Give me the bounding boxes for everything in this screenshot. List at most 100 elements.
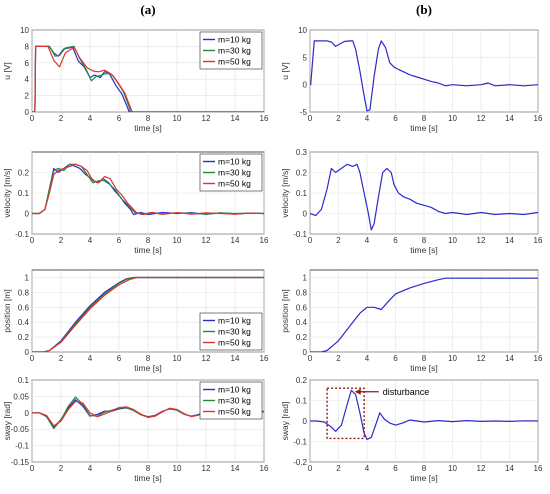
x-tick-label: 10 <box>173 464 182 473</box>
x-tick-label: 6 <box>117 354 122 363</box>
x-tick-label: 16 <box>534 464 543 473</box>
x-tick-label: 4 <box>88 236 93 245</box>
x-tick-label: 4 <box>365 354 370 363</box>
x-tick-label: 8 <box>146 464 151 473</box>
legend-entry: m=10 kg <box>218 35 251 45</box>
x-tick-label: 6 <box>117 114 122 123</box>
x-axis-label: time [s] <box>134 245 161 255</box>
x-tick-label: 16 <box>534 114 543 123</box>
legend-entry: m=10 kg <box>218 385 251 395</box>
x-tick-label: 8 <box>146 354 151 363</box>
x-tick-label: 10 <box>448 114 457 123</box>
x-tick-label: 14 <box>505 464 514 473</box>
x-axis-label: time [s] <box>134 473 161 483</box>
x-axis-label: time [s] <box>410 123 437 133</box>
y-tick-label: -0.2 <box>293 458 307 467</box>
legend-entry: m=30 kg <box>218 396 251 406</box>
series-line-trace <box>310 277 538 352</box>
x-tick-label: 10 <box>448 464 457 473</box>
series-line-m-50-kg <box>32 45 264 112</box>
x-tick-label: 8 <box>146 236 151 245</box>
chart-a3: 0 2 4 6 8 10 12 14 16 0 0.2 0.4 0.6 0.8 1 time [s] posit… <box>2 269 269 373</box>
x-tick-label: 8 <box>422 236 427 245</box>
y-tick-label: -0.05 <box>11 425 30 434</box>
y-axis-label: velocity [m/s] <box>280 168 290 217</box>
y-axis-label: sway [rad] <box>2 402 12 441</box>
y-tick-label: 0.2 <box>18 333 30 342</box>
annotation-arrow-head <box>354 388 361 395</box>
y-tick-label: 0.1 <box>18 376 30 385</box>
x-tick-label: 12 <box>477 464 486 473</box>
x-tick-label: 14 <box>231 236 240 245</box>
chart-a1: 0 2 4 6 8 10 12 14 16 0 2 4 6 8 10 time [s] u [V] m=10 kg… <box>2 26 269 133</box>
y-tick-label: 0.1 <box>296 397 308 406</box>
y-tick-label: 0.2 <box>18 169 30 178</box>
legend-entry: m=50 kg <box>218 407 251 417</box>
x-tick-label: 10 <box>448 354 457 363</box>
x-tick-label: 0 <box>308 236 313 245</box>
x-tick-label: 8 <box>422 114 427 123</box>
y-tick-label: 0 <box>303 81 308 90</box>
y-tick-label: 0.2 <box>296 333 308 342</box>
x-tick-label: 14 <box>505 236 514 245</box>
y-tick-label: 1 <box>303 273 308 282</box>
chart-b3: 0 2 4 6 8 10 12 14 16 0 0.2 0.4 0.6 0.8 1 time [s] posit… <box>280 269 543 373</box>
x-tick-label: 16 <box>260 354 269 363</box>
x-tick-label: 12 <box>477 236 486 245</box>
y-tick-label: 0.2 <box>296 169 308 178</box>
x-tick-label: 2 <box>336 236 341 245</box>
x-tick-label: 0 <box>30 114 35 123</box>
y-tick-label: 0.2 <box>296 376 308 385</box>
legend-entry: m=10 kg <box>218 157 251 167</box>
x-tick-label: 8 <box>422 464 427 473</box>
x-tick-label: 10 <box>173 354 182 363</box>
y-tick-label: 0 <box>303 348 308 357</box>
legend-entry: m=30 kg <box>218 168 251 178</box>
legend: m=10 kgm=30 kgm=50 kg <box>199 381 263 420</box>
x-tick-label: 2 <box>336 114 341 123</box>
y-tick-label: -0.1 <box>293 230 307 239</box>
x-tick-label: 12 <box>202 114 211 123</box>
y-axis-label: sway [rad] <box>280 402 290 441</box>
y-axis-label: position [m] <box>280 289 290 332</box>
x-tick-label: 4 <box>365 236 370 245</box>
x-tick-label: 4 <box>365 114 370 123</box>
x-tick-label: 0 <box>308 354 313 363</box>
x-tick-label: 8 <box>422 354 427 363</box>
x-tick-label: 14 <box>505 354 514 363</box>
x-tick-label: 6 <box>393 354 398 363</box>
y-tick-label: 0.6 <box>296 303 308 312</box>
x-axis-label: time [s] <box>410 245 437 255</box>
y-tick-label: 0.6 <box>18 303 30 312</box>
y-tick-label: 5 <box>303 53 308 62</box>
legend: m=10 kgm=30 kgm=50 kg <box>199 312 263 351</box>
y-axis-label: u [V] <box>280 62 290 79</box>
series-line-m-30-kg <box>32 45 264 112</box>
series-line-trace <box>310 40 538 112</box>
x-tick-label: 6 <box>393 114 398 123</box>
x-tick-label: 4 <box>88 114 93 123</box>
series-line-m-50-kg <box>32 163 264 216</box>
y-tick-label: 0 <box>303 417 308 426</box>
y-tick-label: 2 <box>25 92 30 101</box>
y-tick-label: 0.1 <box>18 189 30 198</box>
x-tick-label: 4 <box>88 354 93 363</box>
x-tick-label: 16 <box>260 114 269 123</box>
y-tick-label: 0.8 <box>296 288 308 297</box>
chart-a4: 0 2 4 6 8 10 12 14 16 -0.15 -0.1 -0.05 0 0.05 0.1 time … <box>2 376 269 483</box>
y-axis-label: position [m] <box>2 289 12 332</box>
x-tick-label: 16 <box>260 236 269 245</box>
y-axis-label: velocity [m/s] <box>2 168 12 217</box>
x-tick-label: 10 <box>448 236 457 245</box>
x-tick-label: 6 <box>117 236 122 245</box>
y-tick-label: 0 <box>25 108 30 117</box>
legend-entry: m=50 kg <box>218 338 251 348</box>
legend: m=10 kgm=30 kgm=50 kg <box>199 153 263 192</box>
y-tick-label: 0.05 <box>13 392 29 401</box>
y-tick-label: 0.4 <box>18 318 30 327</box>
y-tick-label: -0.1 <box>15 230 29 239</box>
y-tick-label: 0 <box>25 409 30 418</box>
y-tick-label: 0 <box>303 210 308 219</box>
y-axis-label: u [V] <box>2 62 12 79</box>
